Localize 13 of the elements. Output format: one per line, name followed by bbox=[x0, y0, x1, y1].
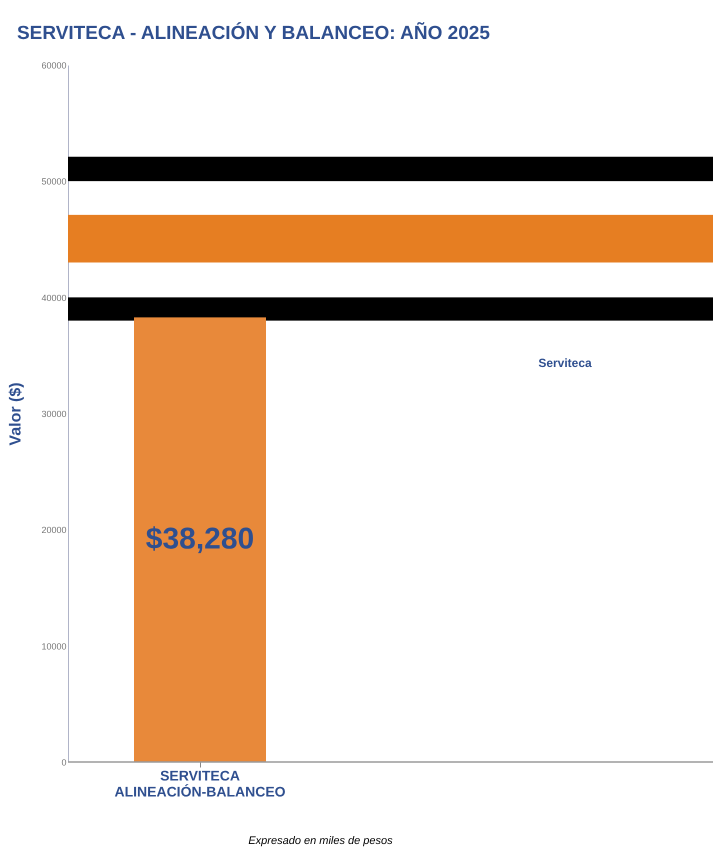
y-tick-label: 20000 bbox=[41, 525, 66, 536]
y-tick-label: 60000 bbox=[41, 60, 66, 70]
y-tick-label: 30000 bbox=[41, 409, 66, 419]
y-tick-label: 0 bbox=[61, 758, 66, 768]
annotation: Serviteca bbox=[538, 356, 592, 370]
data-label: $38,280 bbox=[146, 522, 254, 556]
y-axis-title: Valor ($) bbox=[7, 382, 24, 446]
x-tick-label: SERVITECA ALINEACIÓN-BALANCEO bbox=[114, 768, 286, 800]
y-tick-label: 50000 bbox=[41, 176, 66, 187]
y-tick-label: 40000 bbox=[41, 292, 66, 303]
text: Expresado en miles de pesos bbox=[248, 835, 394, 847]
chart-title: SERVITECA - ALINEACIÓN Y BALANCEO: AÑO 2025 bbox=[16, 22, 490, 44]
y-tick-label: 10000 bbox=[41, 641, 66, 652]
